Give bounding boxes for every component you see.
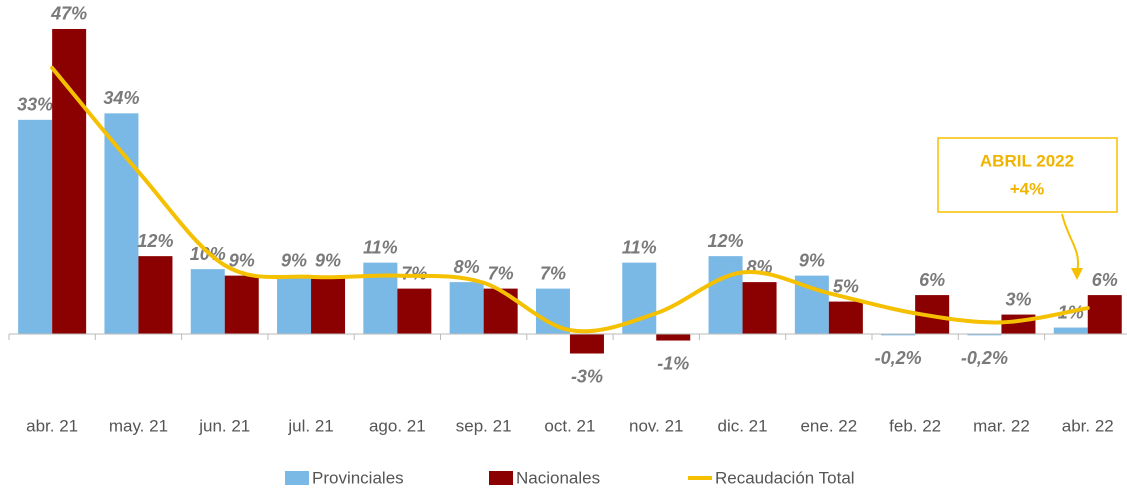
annotation-box [937, 137, 1118, 213]
value-label: 6% [1092, 270, 1118, 290]
bar [104, 113, 139, 335]
value-label: 9% [229, 250, 255, 270]
x-tick-label: nov. 21 [629, 416, 684, 435]
bar [708, 256, 743, 335]
value-label: 7% [540, 263, 566, 283]
bar [828, 301, 863, 335]
legend-label: Provinciales [312, 468, 404, 487]
value-label: 7% [401, 263, 427, 283]
bar [138, 256, 173, 335]
bar [881, 334, 916, 336]
value-label: 3% [1005, 289, 1031, 309]
annotation-value: +4% [1010, 179, 1045, 198]
bar [656, 334, 691, 341]
value-label: 11% [622, 237, 657, 257]
bar [483, 288, 518, 335]
annotation-arrowhead [1071, 268, 1083, 280]
value-label: 5% [833, 276, 859, 296]
x-tick-label: dic. 21 [718, 416, 768, 435]
bar [311, 275, 346, 335]
value-label: 9% [315, 250, 341, 270]
bar [190, 269, 225, 335]
x-tick-label: ago. 21 [369, 416, 426, 435]
value-label: 11% [363, 237, 398, 257]
x-tick-label: ene. 22 [800, 416, 857, 435]
legend-label: Recaudación Total [715, 468, 855, 487]
value-label: 12% [708, 231, 744, 251]
annotation-title: ABRIL 2022 [980, 151, 1074, 170]
x-tick-label: jul. 21 [287, 416, 333, 435]
bar [18, 119, 53, 335]
value-label: 9% [281, 250, 307, 270]
bar [449, 282, 484, 335]
x-tick-label: mar. 22 [973, 416, 1030, 435]
x-tick-label: may. 21 [109, 416, 168, 435]
value-label: 33% [17, 95, 53, 115]
x-tick-label: oct. 21 [544, 416, 595, 435]
value-label: 8% [454, 257, 480, 277]
bar [224, 275, 259, 335]
bar [1087, 295, 1122, 335]
bar [1053, 327, 1088, 335]
value-label: 7% [488, 263, 514, 283]
line [50, 65, 1090, 334]
x-tick-label: feb. 22 [889, 416, 941, 435]
bar [967, 334, 1002, 336]
bar [397, 288, 432, 335]
bar [277, 275, 312, 335]
legend-swatch [489, 471, 513, 485]
value-label: 12% [137, 231, 173, 251]
bar [363, 262, 398, 335]
x-tick-label: jun. 21 [198, 416, 250, 435]
legend-swatch [285, 471, 309, 485]
value-label: -0,2% [961, 348, 1008, 368]
x-tick-label: abr. 22 [1062, 416, 1114, 435]
value-label: -1% [657, 353, 689, 373]
x-tick-label: sep. 21 [456, 416, 512, 435]
bar [52, 28, 87, 335]
value-label: -3% [571, 366, 603, 386]
bar [569, 334, 604, 354]
value-label: 47% [50, 4, 87, 24]
x-tick-label: abr. 21 [26, 416, 78, 435]
value-label: 34% [103, 88, 139, 108]
annotation-arrow [1061, 213, 1079, 273]
bar [742, 282, 777, 335]
value-label: 6% [919, 270, 945, 290]
legend-label: Nacionales [516, 468, 600, 487]
value-label: -0,2% [875, 348, 922, 368]
value-label: 9% [799, 250, 825, 270]
